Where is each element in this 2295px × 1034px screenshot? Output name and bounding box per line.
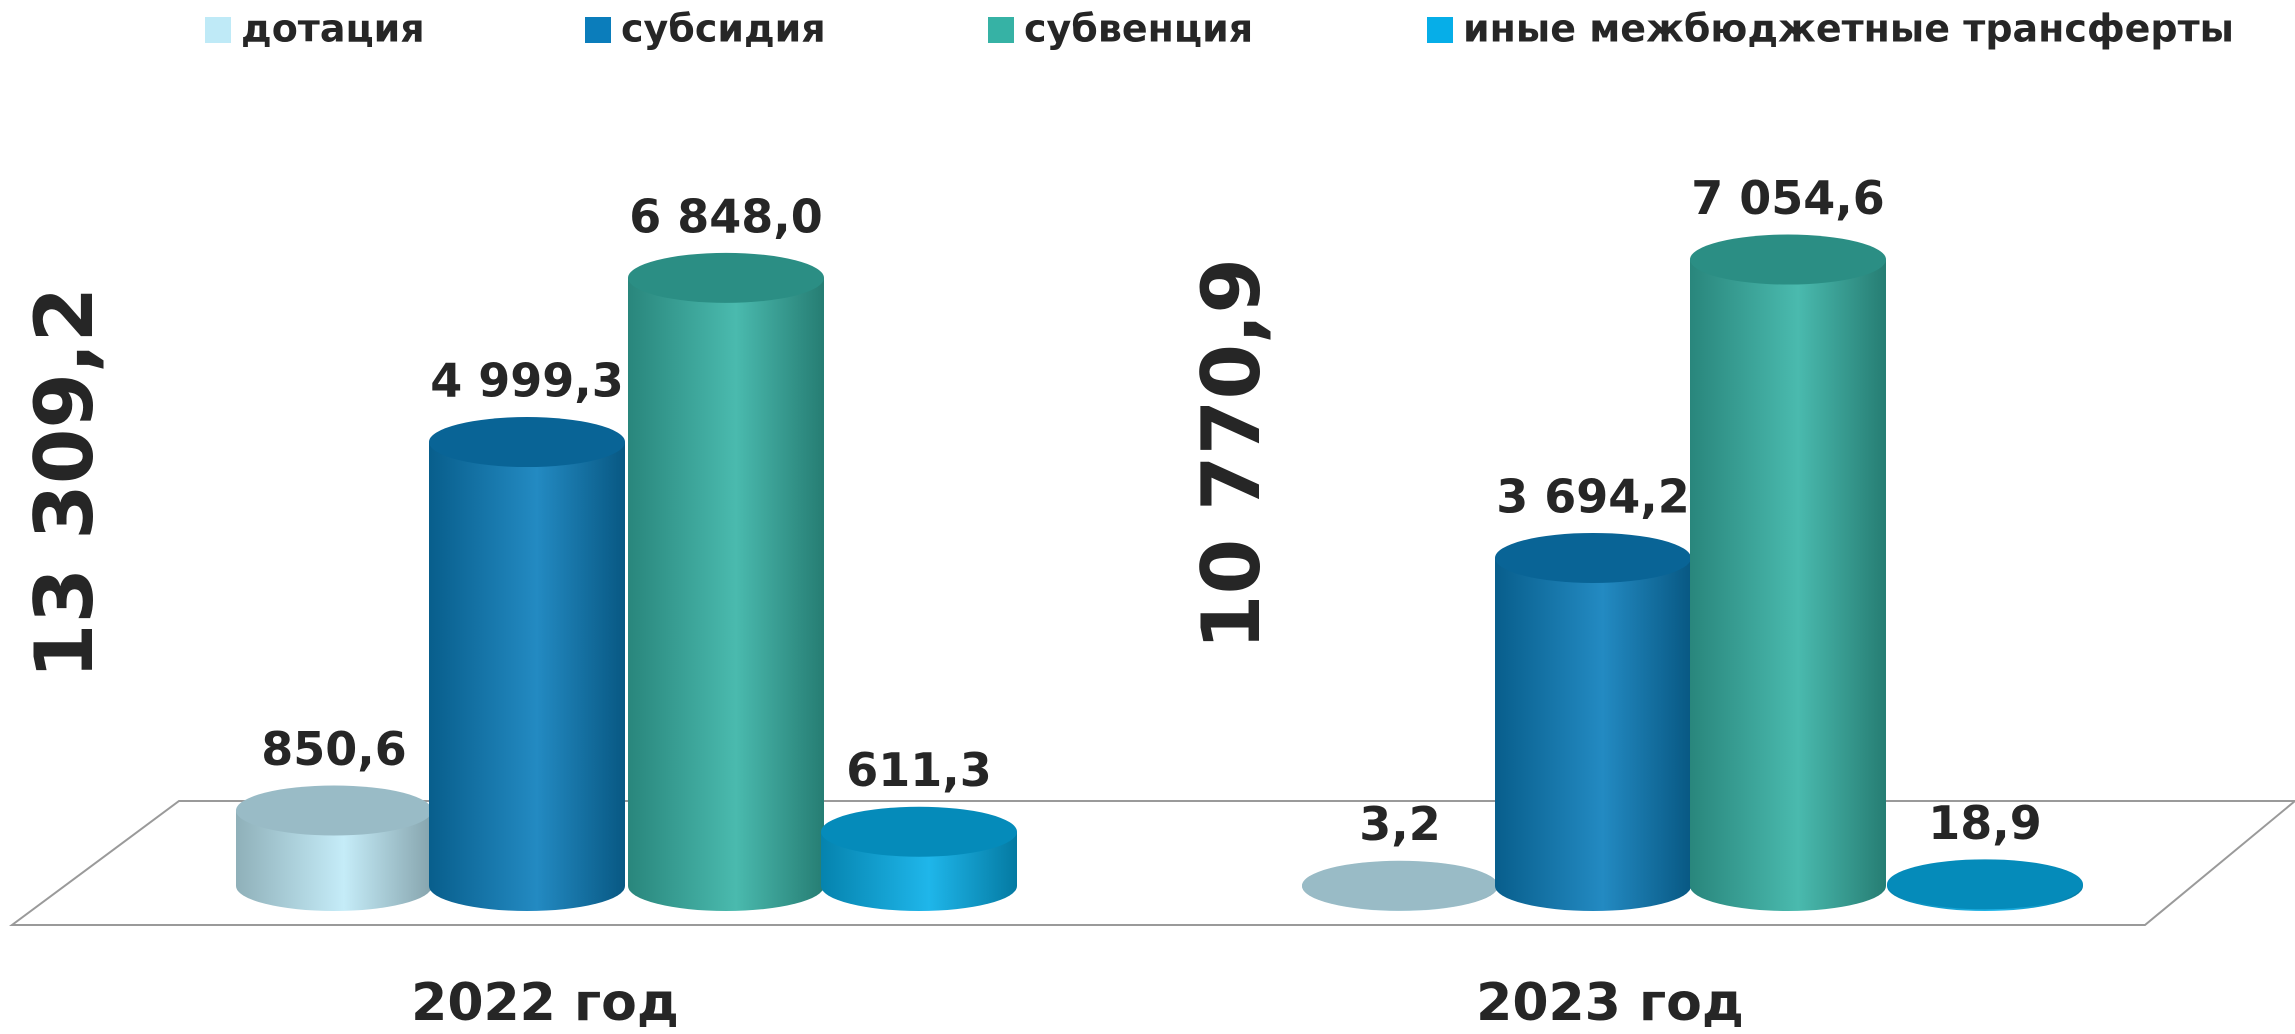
cylinder-bottom xyxy=(1495,861,1691,911)
cylinder xyxy=(236,785,432,911)
value-label: 3,2 xyxy=(1359,797,1441,851)
x-tick-label: 2022 год xyxy=(411,973,679,1033)
value-label: 4 999,3 xyxy=(430,354,624,408)
cylinder-bottom xyxy=(429,861,625,911)
legend-swatch xyxy=(1427,17,1453,43)
value-label: 611,3 xyxy=(846,743,992,797)
cylinder xyxy=(1495,532,1691,911)
cylinder-top xyxy=(429,417,625,468)
cylinder-top xyxy=(236,785,432,836)
value-label: 3 694,2 xyxy=(1496,469,1690,523)
total-label: 13 309,2 xyxy=(18,287,111,679)
cylinder-body xyxy=(429,442,625,886)
value-label: 6 848,0 xyxy=(629,189,823,243)
cylinder xyxy=(429,417,625,911)
value-label: 7 054,6 xyxy=(1691,171,1885,225)
legend-label: иные межбюджетные трансферты xyxy=(1463,7,2234,51)
legend-label: субвенция xyxy=(1024,7,1253,51)
cylinder-top xyxy=(1495,532,1691,583)
legend-label: дотация xyxy=(241,7,425,51)
cylinder-bottom xyxy=(628,861,824,911)
legend-label: субсидия xyxy=(621,7,826,51)
cylinder-body xyxy=(1495,557,1691,886)
cylinder xyxy=(1302,860,1498,911)
x-tick-label: 2023 год xyxy=(1476,973,1744,1033)
value-label: 18,9 xyxy=(1928,796,2042,850)
cylinder-body xyxy=(1690,259,1886,886)
cylinder-top xyxy=(1690,234,1886,285)
cylinder xyxy=(821,806,1017,911)
legend-swatch xyxy=(585,17,611,43)
value-label: 850,6 xyxy=(261,722,407,776)
cylinder-top xyxy=(821,806,1017,857)
cylinder xyxy=(1887,859,2083,911)
cylinder-body xyxy=(628,277,824,887)
cylinder-bottom xyxy=(236,861,432,911)
legend-swatch xyxy=(988,17,1014,43)
cylinder-top xyxy=(1302,860,1498,911)
total-label: 10 770,9 xyxy=(1185,258,1278,650)
cylinder-bottom xyxy=(821,861,1017,911)
cylinder-top xyxy=(628,252,824,303)
cylinder xyxy=(1690,234,1886,911)
cylinder-bottom xyxy=(1690,861,1886,911)
legend-swatch xyxy=(205,17,231,43)
cylinder xyxy=(628,252,824,911)
cylinder-top xyxy=(1887,859,2083,910)
